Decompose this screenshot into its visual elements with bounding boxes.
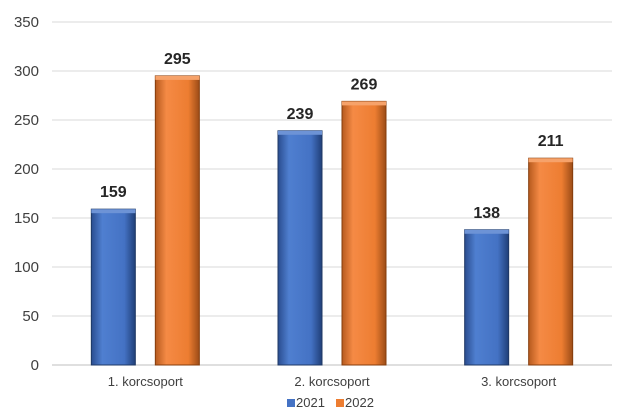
bar-top-2021-2 xyxy=(278,130,322,135)
data-labels: 159 295 239 269 138 211 xyxy=(100,51,564,222)
x-axis: 1. korcsoport 2. korcsoport 3. korcsoport xyxy=(108,374,557,389)
x-tick-label: 2. korcsoport xyxy=(294,374,370,389)
x-tick-label: 3. korcsoport xyxy=(481,374,557,389)
legend-swatch-2021 xyxy=(287,399,295,407)
data-label: 295 xyxy=(164,51,191,68)
bar-top-2022-1 xyxy=(155,75,200,80)
legend: 2021 2022 xyxy=(287,395,374,410)
bar-2021-2 xyxy=(277,130,323,366)
bar-top-2021-1 xyxy=(91,209,136,214)
bar-top-2022-2 xyxy=(342,101,386,106)
y-tick-label: 300 xyxy=(14,63,39,80)
data-label: 211 xyxy=(538,133,564,150)
bar-2022-3 xyxy=(528,157,574,366)
bars xyxy=(90,75,574,366)
legend-label: 2022 xyxy=(345,395,374,410)
legend-swatch-2022 xyxy=(336,399,344,407)
bar-2021-1 xyxy=(90,208,136,366)
x-tick-label: 1. korcsoport xyxy=(108,374,184,389)
y-axis: 0 50 100 150 200 250 300 350 xyxy=(14,14,39,374)
data-label: 138 xyxy=(473,205,500,222)
bar-top-2021-3 xyxy=(464,229,509,234)
y-tick-label: 0 xyxy=(31,357,39,374)
bar-2022-1 xyxy=(154,75,200,366)
y-tick-label: 100 xyxy=(14,259,39,276)
bar-2022-2 xyxy=(341,100,387,366)
legend-label: 2021 xyxy=(296,395,325,410)
gridlines xyxy=(52,21,612,366)
y-tick-label: 50 xyxy=(22,308,39,325)
y-tick-label: 200 xyxy=(14,161,39,178)
y-tick-label: 150 xyxy=(14,210,39,227)
data-label: 239 xyxy=(287,106,314,123)
y-tick-label: 350 xyxy=(14,14,39,31)
data-label: 269 xyxy=(351,76,378,93)
bar-2021-3 xyxy=(464,229,510,366)
y-tick-label: 250 xyxy=(14,112,39,129)
data-label: 159 xyxy=(100,184,127,201)
bar-top-2022-3 xyxy=(528,158,573,163)
